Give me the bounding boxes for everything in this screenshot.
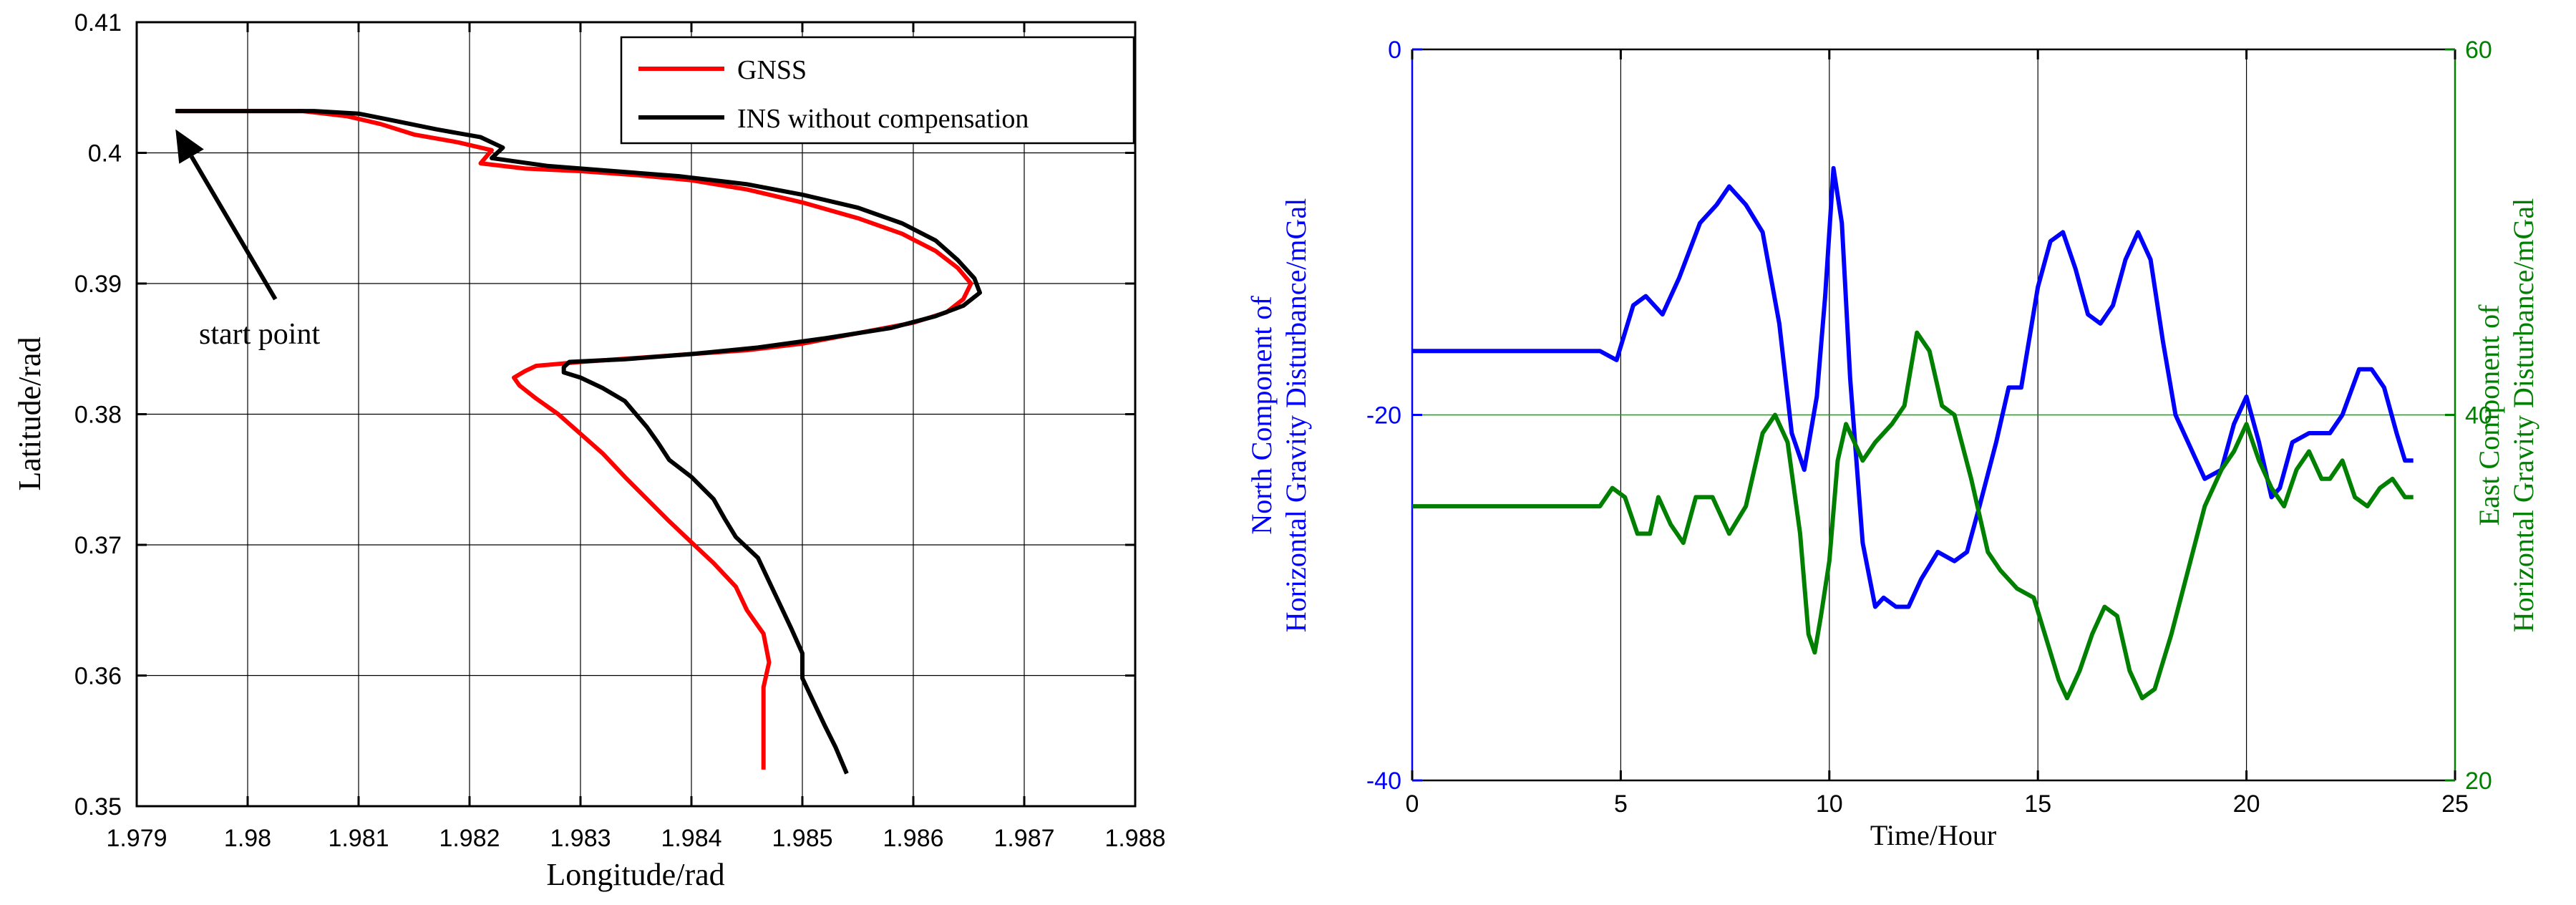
trajectory-y-tick-label: 0.38	[74, 402, 122, 429]
axis-label-line: Horizontal Gravity Disturbance/mGal	[2507, 198, 2539, 632]
trajectory-y-tick-labels: 0.35 0.36 0.37 0.38 0.39 0.4 0.41	[74, 9, 122, 821]
north-component-line	[1412, 165, 2414, 609]
gravity-left-tick-labels: -40 -20 0	[1366, 37, 1401, 795]
gravity-left-tick-label: -40	[1366, 768, 1401, 795]
gravity-x-axis-label: Time/Hour	[1870, 819, 1996, 851]
trajectory-y-tick-label: 0.35	[74, 793, 122, 821]
legend-label-ins: INS without compensation	[737, 104, 1029, 134]
start-point-annotation: start point	[175, 129, 320, 351]
start-point-arrow-head	[175, 129, 204, 164]
trajectory-x-tick-label: 1.988	[1104, 825, 1165, 852]
gnss-trajectory-line	[175, 109, 973, 770]
gravity-x-tick-labels: 0 5 10 15 20 25	[1406, 790, 2469, 818]
gravity-left-tick-label: 0	[1388, 37, 1401, 64]
gravity-right-tick-label: 20	[2465, 768, 2492, 795]
gravity-ticks	[1411, 48, 2456, 782]
trajectory-legend: GNSS INS without compensation	[620, 36, 1135, 145]
trajectory-gridlines	[137, 22, 1135, 806]
trajectory-y-tick-label: 0.36	[74, 663, 122, 690]
trajectory-x-tick-label: 1.986	[883, 825, 943, 852]
trajectory-x-tick-label: 1.984	[661, 825, 721, 852]
east-component-line	[1412, 330, 2414, 701]
gravity-right-axis-label: East Component ofHorizontal Gravity Dist…	[2473, 198, 2539, 632]
gravity-x-tick-label: 25	[2441, 790, 2469, 818]
gravity-x-tick-label: 0	[1406, 790, 1419, 818]
axis-label-line: Horizontal Gravity Disturbance/mGal	[1280, 198, 1312, 632]
gravity-left-tick-label: -20	[1366, 402, 1401, 430]
gravity-x-tick-label: 10	[1816, 790, 1843, 818]
gravity-right-tick-label: 60	[2465, 37, 2492, 64]
gravity-left-axis-label: North Component ofHorizontal Gravity Dis…	[1245, 198, 1312, 632]
trajectory-x-tick-labels: 1.979 1.98 1.981 1.982 1.983 1.984 1.985 1.986 1…	[106, 825, 1165, 852]
trajectory-y-tick-label: 0.37	[74, 532, 122, 559]
gravity-x-tick-label: 5	[1614, 790, 1628, 818]
trajectory-y-axis-label: Latitude/rad	[12, 337, 47, 490]
trajectory-x-tick-label: 1.98	[224, 825, 271, 852]
trajectory-x-axis-label: Longitude/rad	[546, 857, 724, 892]
trajectory-chart: 1.979 1.98 1.981 1.982 1.983 1.984 1.985 1.986 1…	[12, 9, 1166, 892]
gravity-series	[1412, 165, 2414, 701]
trajectory-ticks	[135, 21, 1137, 808]
gravity-x-tick-label: 15	[2024, 790, 2051, 818]
start-point-label: start point	[199, 318, 320, 351]
axis-label-line: North Component of	[1245, 296, 1278, 535]
ins-trajectory-line	[175, 109, 982, 775]
legend-box	[620, 36, 1135, 145]
trajectory-x-tick-label: 1.979	[106, 825, 167, 852]
gravity-right-tick-labels: 20 40 60	[2465, 37, 2492, 795]
axis-label-line: East Component of	[2473, 304, 2505, 526]
trajectory-x-tick-label: 1.982	[439, 825, 500, 852]
gravity-right-tick-label: 40	[2465, 402, 2492, 430]
start-point-arrow	[189, 155, 278, 301]
trajectory-x-tick-label: 1.983	[550, 825, 611, 852]
trajectory-x-tick-label: 1.985	[772, 825, 832, 852]
trajectory-y-tick-label: 0.41	[74, 9, 122, 37]
trajectory-x-tick-label: 1.981	[328, 825, 389, 852]
trajectory-x-tick-label: 1.987	[993, 825, 1054, 852]
trajectory-series	[175, 109, 982, 775]
gravity-x-tick-label: 20	[2233, 790, 2260, 818]
trajectory-y-tick-label: 0.39	[74, 271, 122, 298]
trajectory-y-tick-label: 0.4	[88, 140, 122, 168]
gravity-gridlines	[1412, 49, 2455, 781]
legend-label-gnss: GNSS	[737, 55, 807, 85]
